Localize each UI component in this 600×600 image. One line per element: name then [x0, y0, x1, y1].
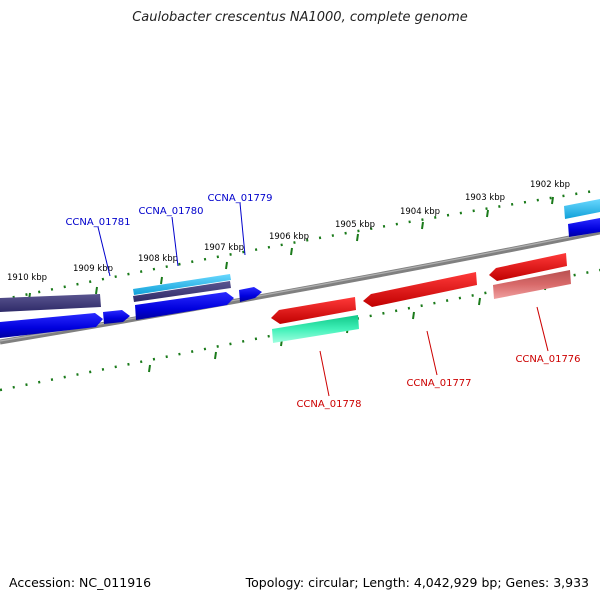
accession-text: Accession: NC_011916: [9, 575, 152, 590]
feature-reverse-cds: [271, 297, 356, 324]
gene-label[interactable]: CCNA_01779: [207, 193, 272, 204]
feature-reverse-cds: [363, 272, 477, 307]
feature-reverse-cds: [489, 253, 567, 281]
feature-reverse-other: [493, 270, 571, 299]
feature-forward-light: [133, 274, 231, 295]
feature-forward-cds: [239, 287, 262, 302]
feature-forward-cds: [103, 310, 130, 324]
gene-label[interactable]: CCNA_01780: [138, 206, 203, 217]
genome-summary-text: Topology: circular; Length: 4,042,929 bp…: [245, 575, 589, 590]
tick-label: 1908 kbp: [138, 254, 178, 264]
map-title: Caulobacter crescentus NA1000, complete …: [132, 10, 468, 25]
gene-label[interactable]: CCNA_01781: [65, 217, 130, 228]
gene-label-line: [536, 306, 549, 352]
tick-label: 1905 kbp: [335, 220, 375, 230]
gene-label[interactable]: CCNA_01776: [515, 354, 580, 365]
gene-label-line: [239, 202, 246, 256]
feature-forward-cds: [568, 218, 600, 237]
tick-label: 1909 kbp: [73, 264, 113, 274]
feature-forward-cds: [135, 292, 234, 320]
tick-label: 1906 kbp: [269, 232, 309, 242]
gene-label-line: [426, 330, 438, 376]
feature-forward-other: [0, 294, 101, 312]
gene-label[interactable]: CCNA_01778: [296, 399, 361, 410]
gene-label-line: [171, 216, 179, 267]
tick-label: 1910 kbp: [7, 273, 47, 283]
tick-label: 1902 kbp: [530, 180, 570, 190]
feature-forward-cds: [0, 313, 103, 338]
tick-label: 1907 kbp: [204, 243, 244, 253]
gene-label-line: [319, 350, 330, 397]
tick-label: 1903 kbp: [465, 193, 505, 203]
major-tick-marks: [28, 196, 554, 301]
gene-label-line: [97, 226, 111, 277]
tick-label: 1904 kbp: [400, 207, 440, 217]
gene-label[interactable]: CCNA_01777: [406, 378, 471, 389]
feature-forward-other: [133, 281, 231, 302]
feature-reverse-light: [272, 315, 359, 343]
feature-forward-light: [564, 199, 600, 219]
